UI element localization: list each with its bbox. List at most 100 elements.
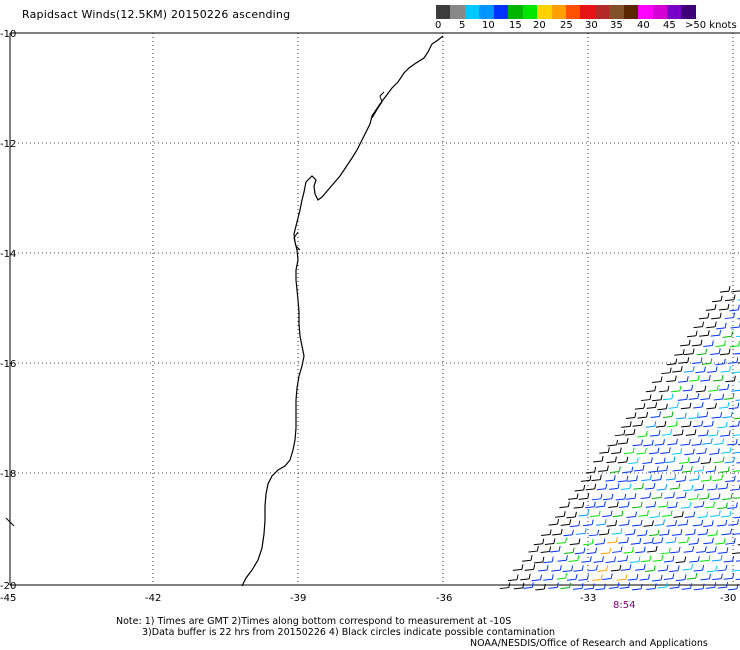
cb-label-25: 25 [560,20,573,31]
wind-barb [713,393,725,401]
wind-barb [711,312,722,320]
wind-barb [733,516,740,519]
wind-barb [548,582,559,589]
wind-barb [652,394,663,402]
wind-barb [666,375,677,383]
wind-barb [648,529,660,537]
wind-barb [685,528,696,536]
wind-barb [645,565,656,573]
wind-barb [585,501,596,509]
wind-barb [730,484,740,491]
wind-barb [641,474,652,482]
colorbar-segment [436,5,451,19]
wind-barb [631,519,643,527]
wind-barb [645,385,657,393]
wind-barb [736,462,740,464]
wind-barb [660,547,671,555]
wind-barb [712,295,723,303]
wind-barb [729,420,740,428]
wind-barb [717,502,728,510]
wind-barb [587,564,598,572]
wind-barb [593,556,604,563]
wind-barb [569,538,581,546]
note-line-1: Note: 1) Times are GMT 2)Times along bot… [116,616,512,627]
wind-barb [576,528,587,535]
wind-speed-colorbar [436,5,696,19]
wind-barb [712,374,724,382]
wind-barb [657,564,669,572]
wind-barb [636,447,647,455]
wind-barb [627,475,638,482]
cb-label-20: 20 [533,20,546,31]
wind-barb [686,573,698,580]
wind-barb [581,556,592,563]
wind-barb [559,501,570,509]
wind-barb [533,556,545,564]
wind-barb [671,448,683,455]
note-line-2: 3)Data buffer is 22 hrs from 20150226 4)… [142,627,556,638]
wind-barb [522,555,533,562]
wind-barb [716,322,727,330]
cb-label-40: 40 [637,20,650,31]
wind-barb [556,537,568,545]
wind-barb [645,421,657,428]
wind-barb [621,421,632,428]
colorbar-segment [638,5,653,19]
wind-barb [523,582,534,589]
cb-label-45: 45 [663,20,676,31]
wind-barb [555,511,566,518]
wind-barb [722,411,733,419]
wind-barb [627,574,639,581]
wind-barb [652,555,664,562]
wind-barb [543,556,554,564]
wind-barb [701,475,712,482]
wind-barb [632,439,644,447]
wind-barb [727,583,739,591]
wind-barb [688,538,700,545]
wind-barb [656,484,668,491]
wind-barb [599,528,610,536]
wind-barb [721,447,732,454]
wind-barb [680,339,691,347]
wind-barb [708,429,719,437]
wind-barb [611,546,623,553]
wind-barb [512,564,524,571]
wind-barb [616,574,628,581]
wind-barb [666,520,678,527]
wind-barb [638,510,649,517]
wind-barb [562,565,574,573]
wind-barb [649,429,661,437]
wind-barb-field [499,286,740,591]
wind-barb [645,501,657,508]
wind-barb [688,393,700,400]
wind-barb [709,493,721,500]
wind-barb [564,547,575,555]
wind-barb [595,501,606,508]
colorbar-segment [667,5,682,19]
wind-barb [721,528,733,536]
colorbar-segment [565,5,581,19]
wind-barb [732,434,740,437]
wind-barb [544,538,556,546]
wind-barb [648,466,659,473]
wind-barb [652,537,664,544]
wind-barb [665,473,677,481]
wind-barb [676,412,687,420]
wind-barb [712,474,724,482]
wind-barb [634,403,646,410]
wind-barb [531,574,543,582]
wind-barb [657,403,668,411]
wind-barb [640,492,652,500]
wind-barb [718,384,730,391]
wind-barb [626,511,638,519]
wind-barb [732,533,740,535]
colorbar-segment [594,5,610,19]
wind-barb [733,497,740,499]
colorbar-segment [479,5,494,19]
colorbar-segment [623,5,639,19]
wind-barb [732,470,740,473]
lat-label--14: -14 [0,249,16,260]
lat-label--16: -16 [0,359,16,370]
wind-barb [703,520,714,527]
wind-barb [729,304,740,312]
